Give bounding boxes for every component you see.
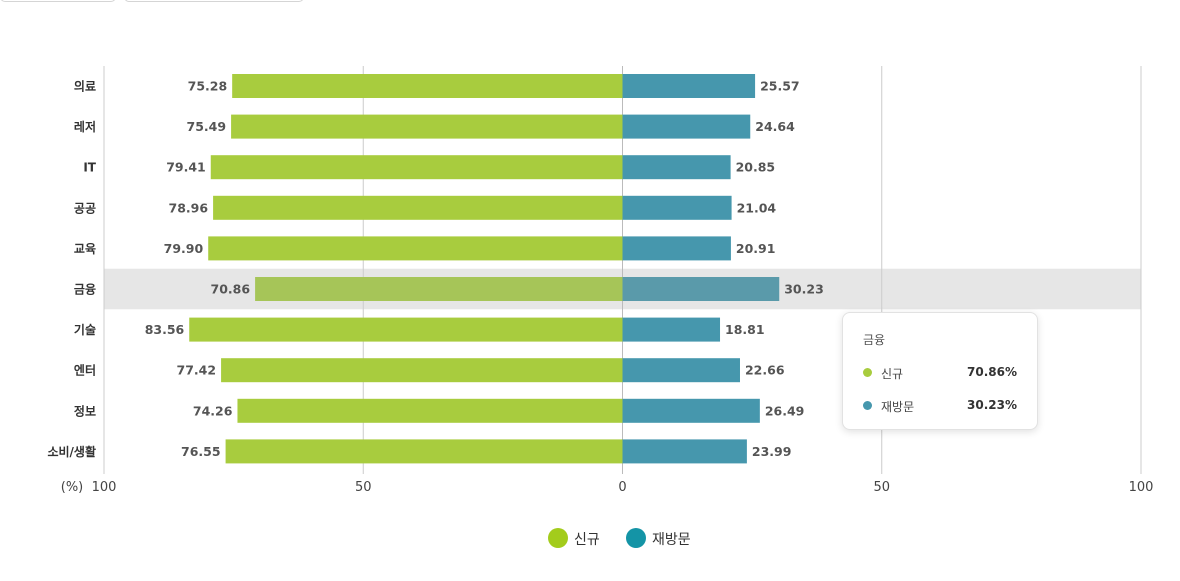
x-tick-label: 50: [355, 480, 372, 495]
tooltip-new-dot: [863, 368, 872, 377]
bar-revisit: [622, 195, 732, 220]
bar-revisit: [622, 74, 756, 98]
data-label-revisit: 20.85: [736, 160, 776, 175]
category-label: IT: [83, 161, 96, 175]
legend-item-revisit[interactable]: 재방문: [626, 526, 706, 550]
legend-new-dot: [548, 528, 568, 548]
bar-new: [237, 398, 623, 423]
bar-revisit: [622, 398, 760, 423]
data-label-new: 79.41: [166, 160, 206, 175]
legend-item-new[interactable]: 신규: [548, 526, 608, 550]
tooltip-revisit-label: 재방문: [881, 400, 915, 414]
bar-revisit: [622, 155, 731, 180]
data-label-revisit: 23.99: [752, 444, 792, 459]
bar-new: [210, 155, 623, 180]
tooltip-revisit-value: 30.23%: [967, 398, 1017, 412]
category-label: 의료: [74, 79, 96, 94]
tooltip-row-revisit: 재방문 30.23%: [863, 398, 1017, 414]
data-label-revisit: 25.57: [760, 79, 800, 94]
x-tick-label: 100: [92, 480, 117, 495]
bar-revisit: [622, 114, 751, 139]
hover-tooltip: 금융 신규 70.86% 재방문 30.23%: [842, 312, 1038, 430]
bar-revisit: [622, 277, 780, 301]
data-label-revisit: 26.49: [765, 403, 805, 418]
bar-revisit: [622, 439, 747, 464]
category-label: 레저: [74, 119, 96, 134]
legend-revisit-dot: [626, 528, 646, 548]
bar-new: [255, 277, 623, 301]
x-tick-label: 100: [1129, 480, 1154, 495]
data-label-new: 79.90: [164, 241, 204, 256]
data-label-new: 83.56: [145, 322, 185, 337]
data-label-revisit: 18.81: [725, 322, 765, 337]
x-unit-label: (%): [61, 480, 84, 495]
x-tick-label: 50: [873, 480, 890, 495]
data-label-revisit: 21.04: [737, 200, 777, 215]
bar-new: [225, 439, 623, 464]
bar-revisit: [622, 236, 731, 261]
category-label: 공공: [74, 201, 96, 215]
data-label-revisit: 30.23: [784, 282, 824, 297]
bar-new: [213, 195, 623, 220]
category-label: 교육: [74, 241, 96, 256]
diverging-bar-chart: 100 50 0 50 100 (%) 의료 75.28 25.57 레저 75.49 24.64 IT…: [47, 66, 1154, 495]
bar-new: [231, 114, 623, 139]
x-tick-label: 0: [618, 480, 626, 495]
data-label-new: 77.42: [177, 363, 217, 378]
data-label-new: 78.96: [169, 200, 209, 215]
category-label: 소비/생활: [47, 444, 96, 459]
data-label-new: 74.26: [193, 403, 233, 418]
data-label-revisit: 20.91: [736, 241, 776, 256]
data-label-new: 75.28: [188, 79, 228, 94]
category-label: 기술: [74, 322, 96, 337]
bar-new: [221, 358, 623, 383]
legend-revisit-label: 재방문: [652, 532, 691, 548]
tooltip-new-label: 신규: [881, 367, 904, 381]
bar-revisit: [622, 358, 740, 383]
bar-new: [208, 236, 623, 261]
data-label-revisit: 22.66: [745, 363, 785, 378]
category-label: 엔터: [74, 363, 96, 378]
data-label-new: 70.86: [211, 282, 251, 297]
category-label: 정보: [74, 403, 96, 418]
tooltip-revisit-dot: [863, 401, 872, 410]
tooltip-new-value: 70.86%: [967, 365, 1017, 379]
data-label-new: 76.55: [181, 444, 221, 459]
category-label: 금융: [74, 282, 96, 297]
chart-legend: 신규 재방문: [0, 526, 1180, 550]
tooltip-row-new: 신규 70.86%: [863, 365, 1017, 381]
bar-new: [232, 74, 623, 98]
data-label-revisit: 24.64: [755, 119, 795, 134]
legend-new-label: 신규: [574, 532, 600, 548]
data-label-new: 75.49: [187, 119, 227, 134]
bar-revisit: [622, 317, 721, 342]
bar-new: [189, 317, 623, 342]
tooltip-title: 금융: [863, 333, 886, 347]
